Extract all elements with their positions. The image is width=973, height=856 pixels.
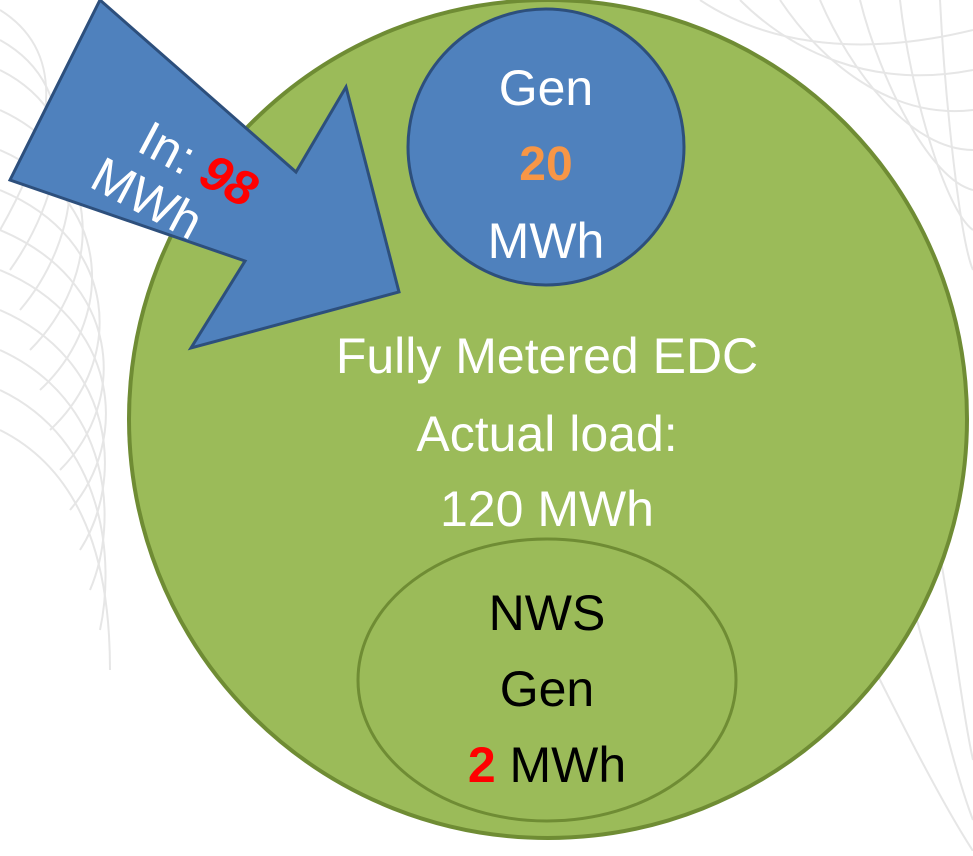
- nws-value-line: 2 MWh: [468, 737, 626, 793]
- edc-load-unit: MWh: [523, 481, 654, 537]
- gen-circle: [406, 7, 686, 287]
- nws-gen-label: Gen: [500, 661, 595, 717]
- edc-load-line: 120 MWh: [440, 481, 654, 537]
- edc-load-value: 120: [440, 481, 523, 537]
- gen-unit: MWh: [488, 213, 605, 269]
- nws-unit: MWh: [496, 737, 627, 793]
- edc-load-label: Actual load:: [416, 406, 677, 462]
- nws-value: 2: [468, 737, 496, 793]
- inflow-arrow: [7, 0, 401, 351]
- nws-ellipse: [356, 537, 738, 823]
- edc-title: Fully Metered EDC: [336, 328, 758, 384]
- gen-label: Gen: [499, 60, 594, 116]
- gen-value: 20: [519, 138, 572, 191]
- nws-title: NWS: [489, 585, 606, 641]
